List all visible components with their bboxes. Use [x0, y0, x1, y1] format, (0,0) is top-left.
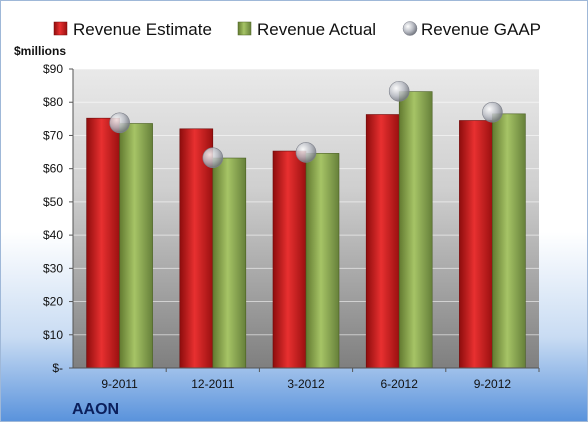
- y-tick-label: $-: [52, 361, 63, 375]
- y-tick-label: $40: [43, 228, 63, 242]
- marker-revenue-gaap: [295, 142, 317, 163]
- y-axis-label: $millions: [14, 44, 66, 58]
- x-axis-ticks: 9-2011 12-2011 3-2012 6-2012 9-2012: [101, 368, 540, 391]
- bar-revenue-actual: [212, 157, 247, 369]
- legend-label-revenue-actual: Revenue Actual: [257, 20, 376, 39]
- bar-revenue-actual: [119, 123, 153, 369]
- marker-revenue-gaap: [482, 101, 503, 123]
- bar-revenue-estimate: [272, 150, 307, 369]
- marker-revenue-gaap: [202, 147, 224, 169]
- y-tick-label: $80: [43, 95, 63, 109]
- bar-revenue-estimate: [179, 128, 214, 369]
- y-axis-ticks: $- $10 $20 $30 $40 $50 $60 $70 $80 $90: [43, 62, 73, 375]
- y-tick-label: $20: [43, 295, 63, 309]
- company-name: AAON: [72, 401, 119, 418]
- bar-revenue-actual: [398, 91, 433, 369]
- bars: [86, 91, 526, 369]
- marker-revenue-gaap: [388, 80, 410, 102]
- x-tick-label: 9-2012: [474, 377, 512, 391]
- x-tick-label: 9-2011: [101, 377, 138, 391]
- marker-revenue-gaap: [109, 112, 130, 134]
- bar-revenue-estimate: [86, 117, 120, 369]
- x-tick-label: 6-2012: [381, 377, 419, 391]
- bar-revenue-actual: [305, 153, 340, 369]
- bar-revenue-estimate: [459, 120, 493, 369]
- legend-swatch-revenue-estimate: [53, 21, 68, 36]
- legend-marker-revenue-gaap: [402, 21, 418, 36]
- y-tick-label: $90: [43, 62, 63, 76]
- y-tick-label: $70: [43, 128, 63, 142]
- legend-swatch-revenue-actual: [237, 21, 252, 36]
- legend-label-revenue-gaap: Revenue GAAP: [421, 20, 541, 39]
- x-tick-label: 3-2012: [287, 377, 325, 391]
- y-tick-label: $10: [43, 328, 63, 342]
- y-tick-label: $30: [43, 261, 63, 275]
- bar-revenue-estimate: [365, 114, 400, 369]
- gaap-markers: [109, 80, 503, 169]
- x-tick-label: 12-2011: [191, 377, 234, 391]
- y-tick-label: $50: [43, 195, 63, 209]
- legend-label-revenue-estimate: Revenue Estimate: [73, 20, 212, 39]
- bar-revenue-actual: [492, 113, 526, 369]
- legend: Revenue Estimate Revenue Actual Revenue …: [53, 20, 541, 39]
- y-tick-label: $60: [43, 162, 63, 176]
